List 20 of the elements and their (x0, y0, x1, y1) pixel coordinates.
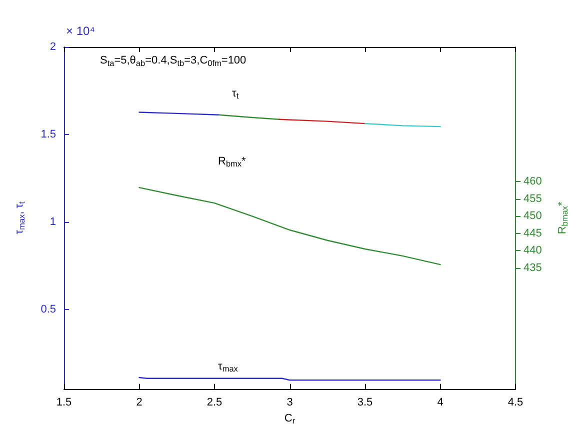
x-tick-label: 3.5 (357, 396, 373, 408)
y2-tick-label: 445 (524, 227, 542, 240)
y-tick-label: 2 (50, 41, 56, 53)
y-tick-label: 0.5 (40, 303, 56, 316)
x-tick-label: 3 (286, 396, 293, 408)
y2-tick-label: 455 (524, 192, 542, 205)
line-series (138, 186, 441, 266)
y-tick-label: 1 (50, 216, 56, 228)
y-tick-label: 1.5 (40, 128, 56, 140)
y2-tick-label: 460 (524, 176, 542, 188)
y2-tick-label: 440 (524, 244, 542, 257)
y2-tick-label: 450 (524, 210, 542, 222)
x-tick-label: 4 (437, 396, 444, 408)
x-tick-label: 2.5 (206, 396, 222, 408)
text: × 10⁴ (66, 24, 95, 38)
y2-axis-title: Rbmax* (556, 201, 570, 234)
y2-tick-label: 435 (524, 262, 542, 274)
x-tick-label: 4.5 (508, 396, 524, 408)
x-tick-label: 2 (136, 396, 142, 408)
y-axis-title: τmax, τt (13, 200, 26, 234)
